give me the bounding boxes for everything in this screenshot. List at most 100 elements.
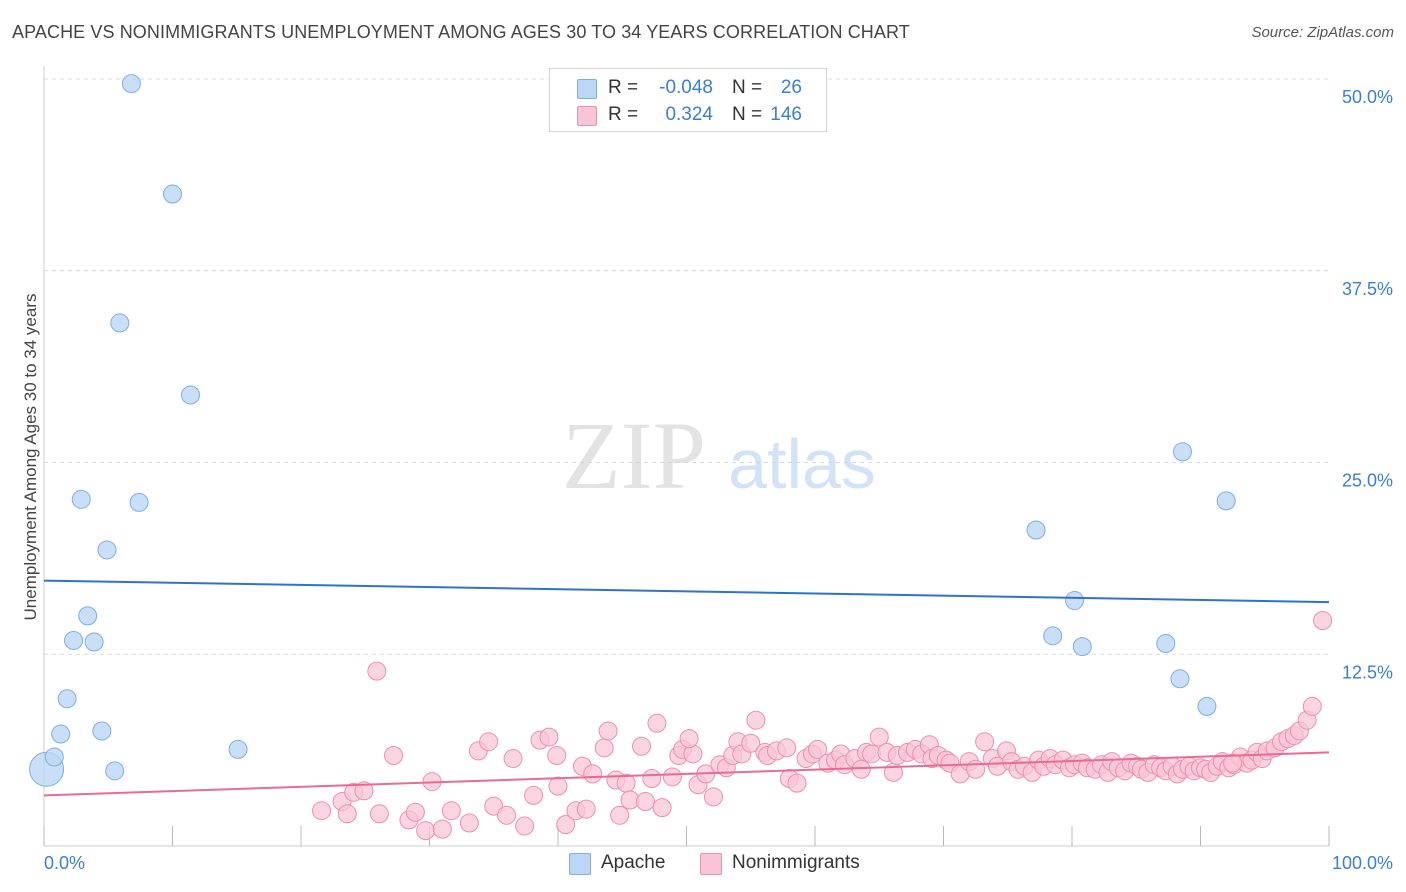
y-axis-label: Unemployment Among Ages 30 to 34 years: [21, 294, 40, 621]
nonimmigrants-point: [851, 759, 871, 779]
apache-point: [121, 74, 141, 94]
legend-row-nonimmigrants: R = 0.324 N = 146: [550, 102, 826, 128]
apache-legend-label: Apache: [601, 852, 666, 873]
nonimmigrants-point: [703, 787, 723, 807]
nonimmigrants-n-value: 146: [770, 104, 802, 125]
nonimmigrants-point: [808, 739, 828, 759]
apache-point: [1156, 634, 1176, 654]
x-tick-label-min: 0.0%: [44, 853, 85, 873]
apache-point: [84, 632, 104, 652]
nonimmigrants-point: [384, 745, 404, 765]
nonimmigrants-point: [484, 796, 504, 816]
nonimmigrants-legend-label: Nonimmigrants: [732, 852, 860, 873]
nonimmigrants-point: [975, 732, 995, 752]
apache-point: [1065, 591, 1085, 611]
trend-lines: [43, 579, 1330, 797]
nonimmigrants-point: [432, 819, 452, 839]
source-label: Source: ZipAtlas.com: [1251, 24, 1394, 41]
nonimmigrants-series: [312, 611, 1333, 841]
y-tick-label: 37.5%: [1342, 279, 1393, 299]
nonimmigrants-point: [539, 727, 559, 747]
nonimmigrants-r-value: 0.324: [665, 104, 713, 125]
watermark-zip: ZIP: [562, 402, 706, 509]
nonimmigrants-point: [632, 736, 652, 756]
apache-point: [1043, 626, 1063, 646]
apache-trend-line: [43, 579, 1330, 604]
apache-point: [105, 761, 125, 781]
apache-point: [1216, 491, 1236, 511]
nonimmigrants-point: [479, 732, 499, 752]
nonimmigrants-point: [662, 767, 682, 787]
apache-point: [78, 606, 98, 626]
nonimmigrants-point: [594, 738, 614, 758]
nonimmigrants-point: [741, 733, 761, 753]
nonimmigrants-point: [652, 798, 672, 818]
apache-n-value: 26: [780, 77, 802, 98]
nonimmigrants-point: [556, 815, 576, 835]
apache-point: [1026, 520, 1046, 540]
nonimmigrants-point: [503, 749, 523, 769]
apache-series: [29, 74, 1236, 787]
nonimmigrants-point: [777, 738, 797, 758]
nonimmigrants-point: [1223, 753, 1243, 773]
apache-point: [1170, 669, 1190, 689]
apache-r-value: -0.048: [659, 77, 713, 98]
apache-n-label: N =: [732, 77, 763, 98]
nonimmigrants-point: [598, 721, 618, 741]
nonimmigrants-point: [746, 710, 766, 730]
nonimmigrants-legend-swatch: [700, 853, 722, 875]
nonimmigrants-point: [679, 729, 699, 749]
apache-point: [110, 313, 130, 333]
watermark-atlas: atlas: [728, 425, 876, 503]
nonimmigrants-point: [354, 781, 374, 801]
nonimmigrants-point: [642, 769, 662, 789]
grid: [44, 78, 1329, 655]
nonimmigrants-r-label: R =: [608, 104, 639, 125]
nonimmigrants-point: [367, 661, 387, 681]
apache-legend-swatch: [569, 853, 591, 875]
nonimmigrants-point: [405, 802, 425, 822]
apache-point: [180, 385, 200, 405]
apache-point: [92, 721, 112, 741]
tick-labels: 12.5% 25.0% 37.5% 50.0% 0.0% 100.0%: [44, 87, 1393, 873]
nonimmigrants-point: [635, 792, 655, 812]
nonimmigrants-point: [647, 713, 667, 733]
nonimmigrants-point: [524, 785, 544, 805]
apache-point: [129, 492, 149, 512]
nonimmigrants-point: [548, 776, 568, 796]
apache-r-label: R =: [608, 77, 639, 98]
nonimmigrants-point: [312, 801, 332, 821]
nonimmigrants-point: [787, 773, 807, 793]
nonimmigrants-point: [610, 805, 630, 825]
apache-point: [1173, 442, 1193, 462]
apache-point: [64, 630, 84, 650]
nonimmigrants-n-label: N =: [732, 104, 763, 125]
nonimmigrants-point: [515, 816, 535, 836]
nonimmigrants-point: [576, 799, 596, 819]
y-tick-label: 25.0%: [1342, 471, 1393, 491]
nonimmigrants-point: [869, 727, 889, 747]
nonimmigrants-point: [1302, 696, 1322, 716]
nonimmigrants-point: [416, 821, 436, 841]
nonimmigrants-point: [459, 813, 479, 833]
nonimmigrants-point: [497, 805, 517, 825]
nonimmigrants-trend-line: [43, 751, 1330, 797]
nonimmigrants-point: [337, 804, 357, 824]
x-tick-label-max: 100.0%: [1332, 853, 1393, 873]
legend-row-apache: R = -0.048 N = 26: [550, 75, 826, 101]
apache-point: [163, 184, 182, 204]
nonimmigrants-point: [547, 745, 567, 765]
correlation-legend: R = -0.048 N = 26 R = 0.324 N = 146: [549, 68, 827, 132]
y-tick-label: 50.0%: [1342, 87, 1393, 107]
apache-point: [44, 747, 64, 767]
apache-point: [51, 724, 71, 744]
apache-point: [97, 540, 117, 560]
nonimmigrants-point: [441, 801, 461, 821]
chart-title: APACHE VS NONIMMIGRANTS UNEMPLOYMENT AMO…: [12, 22, 910, 42]
apache-point: [57, 689, 77, 709]
nonimmigrants-point: [966, 759, 986, 779]
apache-point: [71, 489, 91, 509]
nonimmigrants-point: [369, 804, 389, 824]
nonimmigrants-point: [583, 764, 603, 784]
